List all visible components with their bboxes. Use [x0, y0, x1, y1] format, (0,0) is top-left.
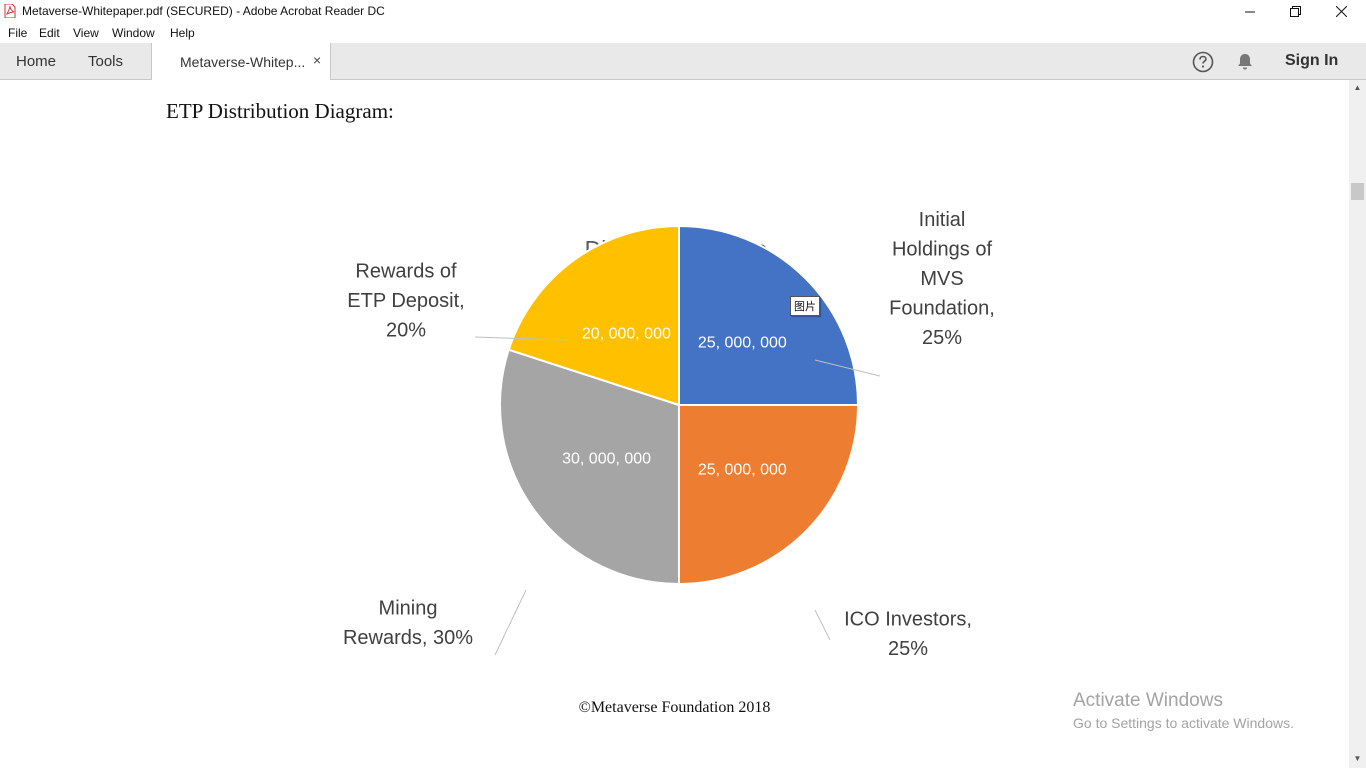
- category-label-mining-rewards: Mining Rewards, 30%: [343, 597, 473, 649]
- help-icon[interactable]: [1192, 51, 1214, 73]
- leader-line-mvs-foundation: [814, 359, 881, 377]
- pie-slice-mvs-foundation: [678, 224, 860, 406]
- vertical-scrollbar[interactable]: [1349, 80, 1366, 768]
- footer-text: ©Metaverse Foundation 2018: [578, 699, 771, 716]
- menu-window[interactable]: Window: [112, 26, 155, 40]
- leader-line-mining-rewards: [494, 589, 527, 656]
- category-label-mvs-foundation: Initial Holdings of MVS Foundation, 25%: [889, 209, 995, 349]
- bell-icon[interactable]: [1234, 51, 1256, 73]
- tab-tools[interactable]: Tools: [88, 53, 124, 70]
- close-window-button[interactable]: [1318, 0, 1364, 23]
- minimize-button[interactable]: [1227, 0, 1273, 23]
- close-tab-icon[interactable]: ×: [313, 52, 322, 68]
- window-title: Metaverse-Whitepaper.pdf (SECURED) - Ado…: [22, 4, 385, 18]
- title-bar: Metaverse-Whitepaper.pdf (SECURED) - Ado…: [0, 0, 1366, 23]
- tab-document[interactable]: Metaverse-Whitep... ×: [151, 43, 331, 80]
- page-footer: ©Metaverse Foundation 2018: [0, 699, 1349, 717]
- minimize-icon: [1245, 11, 1255, 12]
- menu-file[interactable]: File: [8, 26, 28, 40]
- image-tooltip: 图片: [790, 296, 820, 316]
- pie-slice-mining-rewards: [499, 348, 680, 586]
- pdf-icon: [4, 4, 16, 18]
- leader-line-etp-deposit: [474, 336, 569, 341]
- tab-bar: Home Tools Metaverse-Whitep... × Sign In: [0, 43, 1366, 80]
- menu-help[interactable]: Help: [170, 26, 195, 40]
- restore-icon: [1289, 6, 1301, 17]
- value-label-ico-investors: 25, 000, 000: [698, 461, 787, 478]
- page-heading: ETP Distribution Diagram:: [166, 99, 394, 123]
- sign-in-button[interactable]: Sign In: [1285, 52, 1339, 69]
- tab-home[interactable]: Home: [16, 53, 57, 70]
- scroll-down-icon[interactable]: ▼: [1353, 754, 1362, 763]
- value-label-mining-rewards: 30, 000, 000: [562, 451, 651, 468]
- value-label-etp-deposit: 20, 000, 000: [582, 326, 671, 343]
- leader-line-ico-investors: [814, 609, 831, 641]
- document-tab-label: Metaverse-Whitep...: [180, 54, 306, 70]
- category-label-etp-deposit: Rewards of ETP Deposit, 20%: [347, 261, 464, 342]
- pie-slice-ico-investors: [678, 404, 860, 586]
- activate-windows-subtitle: Go to Settings to activate Windows.: [1073, 715, 1294, 731]
- menu-edit[interactable]: Edit: [39, 26, 60, 40]
- restore-button[interactable]: [1272, 0, 1318, 23]
- menu-bar: File Edit View Window Help: [0, 23, 1366, 43]
- close-icon: [1335, 6, 1347, 17]
- activate-windows-title: Activate Windows: [1073, 690, 1223, 711]
- document-page: ETP Distribution Diagram: Distribution S…: [0, 80, 1349, 768]
- value-label-mvs-foundation: 25, 000, 000: [698, 335, 787, 352]
- menu-view[interactable]: View: [73, 26, 99, 40]
- pie-slice-etp-deposit: [507, 224, 680, 407]
- scroll-up-icon[interactable]: ▲: [1353, 83, 1362, 92]
- scroll-thumb[interactable]: [1351, 183, 1364, 200]
- category-label-ico-investors: ICO Investors, 25%: [844, 608, 972, 660]
